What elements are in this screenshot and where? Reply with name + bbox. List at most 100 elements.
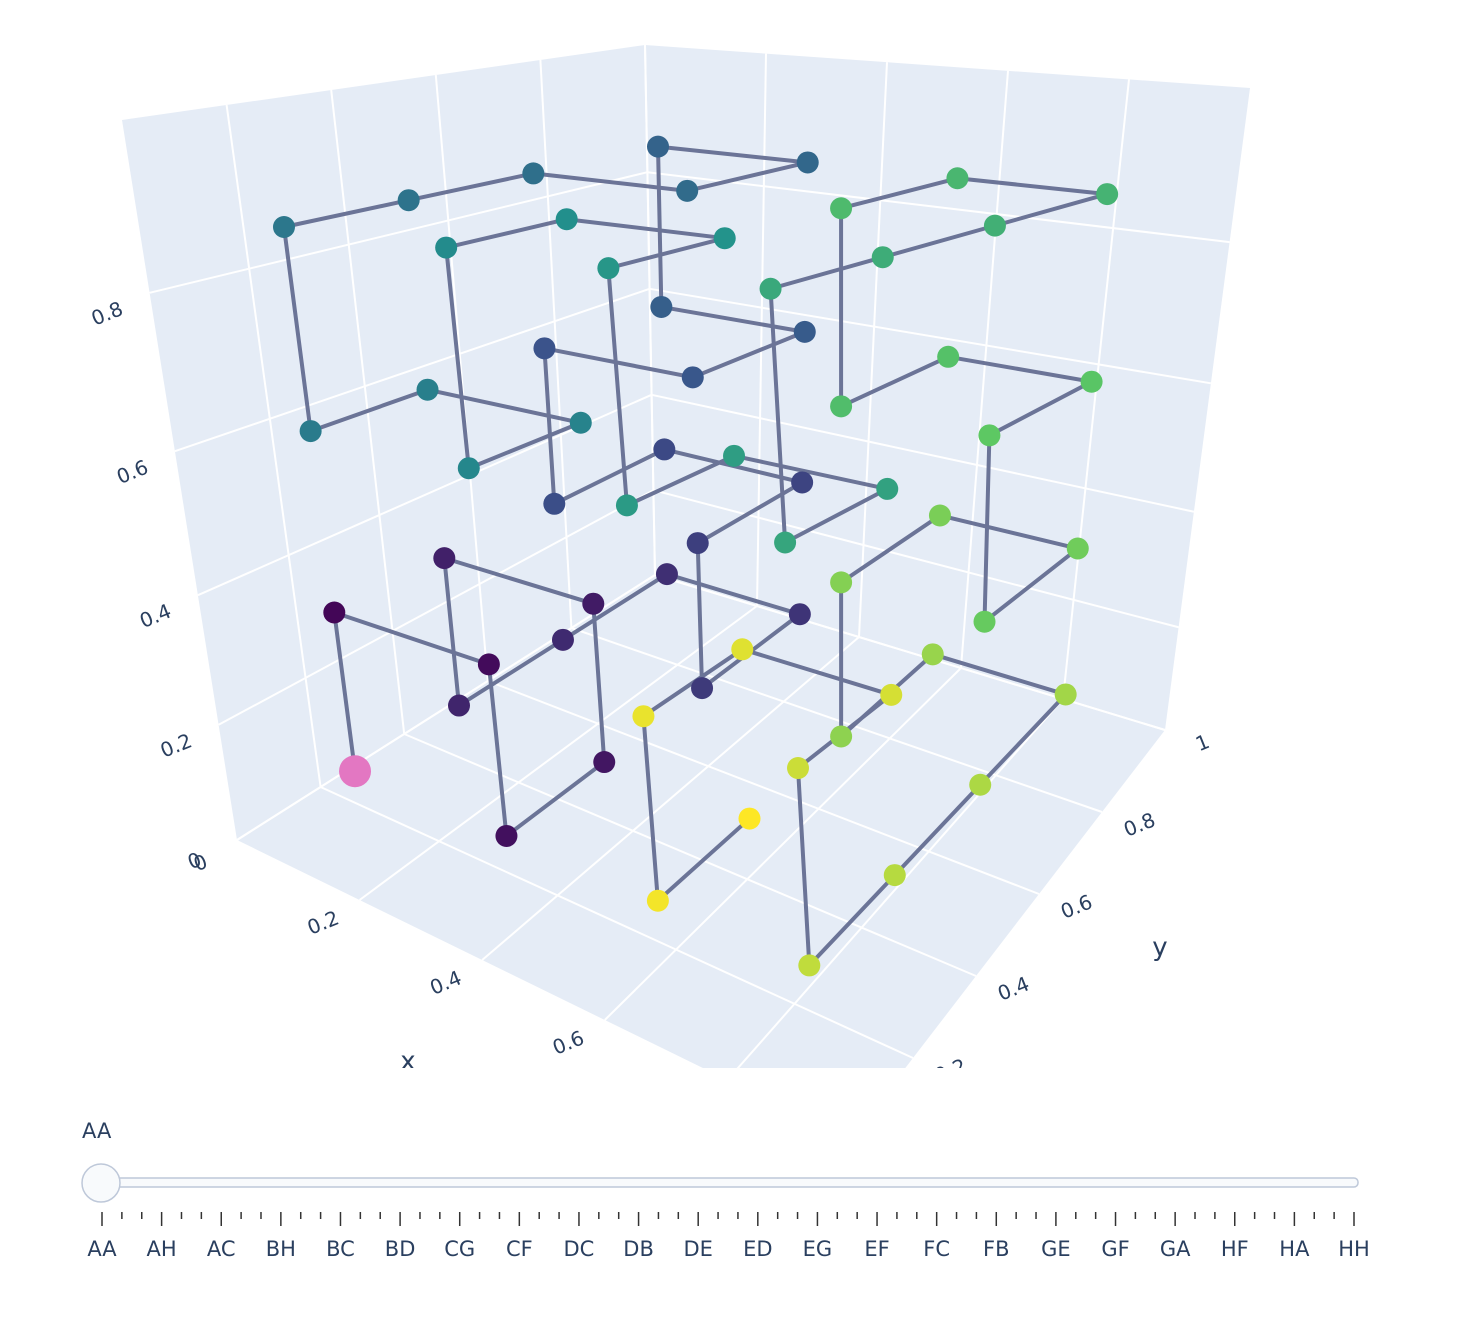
point bbox=[650, 295, 673, 318]
point bbox=[871, 246, 894, 269]
slider-step-label[interactable]: FC bbox=[923, 1237, 950, 1261]
slider-step-label[interactable]: EF bbox=[864, 1237, 889, 1261]
point bbox=[593, 751, 616, 774]
axis-wall bbox=[122, 45, 655, 840]
grid-line bbox=[236, 574, 656, 841]
point bbox=[416, 378, 439, 401]
point bbox=[1080, 370, 1103, 393]
grid-line bbox=[736, 698, 1064, 1068]
point bbox=[830, 571, 853, 594]
slider-step-label[interactable]: AH bbox=[147, 1237, 177, 1261]
slider-step-label[interactable]: HH bbox=[1338, 1237, 1370, 1261]
point bbox=[921, 643, 944, 666]
point bbox=[1096, 183, 1119, 206]
slider-step-label[interactable]: GA bbox=[1160, 1237, 1191, 1261]
scene: 00.20.40.60.80.20.40.60.8100.20.40.60.8x… bbox=[88, 44, 1250, 1120]
slider-step-label[interactable]: GE bbox=[1041, 1237, 1071, 1261]
point bbox=[691, 677, 714, 700]
x-tick-label: 0.4 bbox=[426, 966, 464, 1000]
x-tick-label: 0.2 bbox=[304, 906, 342, 940]
point bbox=[433, 547, 456, 570]
point bbox=[447, 694, 470, 717]
point bbox=[774, 531, 797, 554]
grid-line bbox=[359, 605, 758, 901]
point bbox=[738, 807, 761, 830]
point bbox=[796, 151, 819, 174]
slider-track[interactable] bbox=[99, 1177, 1359, 1188]
z-tick-label: 0.8 bbox=[88, 296, 126, 330]
point bbox=[597, 257, 620, 280]
point bbox=[533, 337, 556, 360]
grid-line bbox=[647, 171, 1230, 244]
y-tick-label: 0.8 bbox=[1120, 808, 1158, 842]
y-tick-label: 0.2 bbox=[931, 1054, 969, 1088]
z-tick-label: 0.6 bbox=[113, 455, 151, 489]
point bbox=[681, 366, 704, 389]
point bbox=[1066, 537, 1089, 560]
point bbox=[686, 532, 709, 555]
grid-line bbox=[604, 667, 962, 1021]
point bbox=[969, 773, 992, 796]
point bbox=[759, 277, 782, 300]
point bbox=[582, 592, 605, 615]
grid-line bbox=[756, 53, 767, 607]
grid-line bbox=[320, 786, 914, 1059]
point bbox=[713, 227, 736, 250]
slider-step-label[interactable]: BC bbox=[326, 1237, 355, 1261]
x-tick-label: 0.8 bbox=[672, 1086, 710, 1120]
grid-line bbox=[149, 171, 648, 294]
point bbox=[397, 189, 420, 212]
slider-step-label[interactable]: CF bbox=[506, 1237, 533, 1261]
current-point bbox=[339, 755, 372, 788]
slider-step-label[interactable]: ED bbox=[743, 1237, 772, 1261]
z-tick-label: 0.2 bbox=[157, 728, 195, 762]
grid-line bbox=[487, 680, 1040, 895]
point bbox=[551, 628, 574, 651]
slider-current-label: AA bbox=[82, 1119, 112, 1143]
point bbox=[937, 345, 960, 368]
point bbox=[477, 653, 500, 676]
slider-step-label[interactable]: DE bbox=[683, 1237, 712, 1261]
slider: AA AA AH AC BH BC BD CG CF DC DB DE ED EG EF FC FB GE GF G… bbox=[81, 1119, 1370, 1261]
slider-step-label[interactable]: CG bbox=[444, 1237, 475, 1261]
y-tick-label: 1 bbox=[1192, 729, 1213, 756]
point bbox=[787, 757, 810, 780]
point bbox=[798, 954, 821, 977]
slider-handle[interactable] bbox=[81, 1163, 121, 1203]
point bbox=[983, 214, 1006, 237]
slider-step-label[interactable]: BH bbox=[266, 1237, 296, 1261]
point bbox=[522, 162, 545, 185]
slider-step-label[interactable]: HA bbox=[1279, 1237, 1310, 1261]
point bbox=[1054, 683, 1077, 706]
slider-step-label[interactable]: AC bbox=[207, 1237, 236, 1261]
grid-line bbox=[571, 627, 1103, 813]
point bbox=[978, 424, 1001, 447]
grid-line bbox=[174, 287, 650, 453]
grid-line bbox=[651, 393, 1195, 513]
slider-step-label[interactable]: DC bbox=[564, 1237, 595, 1261]
grid-line bbox=[649, 287, 1212, 385]
slider-step-label[interactable]: EG bbox=[803, 1237, 833, 1261]
slider-step-label[interactable]: GF bbox=[1101, 1237, 1129, 1261]
point bbox=[543, 492, 566, 515]
grid-line bbox=[654, 574, 1166, 731]
slider-step-label[interactable]: FB bbox=[983, 1237, 1010, 1261]
point bbox=[655, 563, 678, 586]
point bbox=[569, 411, 592, 434]
slider-step-label[interactable]: BD bbox=[385, 1237, 416, 1261]
slider-step-label[interactable]: HF bbox=[1221, 1237, 1249, 1261]
point bbox=[973, 610, 996, 633]
slider-step-label[interactable]: DB bbox=[623, 1237, 654, 1261]
y-axis-title: y bbox=[1152, 933, 1167, 963]
point bbox=[830, 197, 853, 220]
grid-line bbox=[225, 104, 322, 788]
grid-line bbox=[539, 59, 573, 629]
point bbox=[876, 477, 899, 500]
grid-line bbox=[858, 62, 888, 638]
x-axis-title: x bbox=[400, 1047, 415, 1077]
point bbox=[928, 504, 951, 527]
slider-step-label[interactable]: AA bbox=[87, 1237, 117, 1261]
axis-wall bbox=[645, 45, 1250, 730]
z-tick-label: 0.4 bbox=[136, 599, 174, 633]
point bbox=[495, 824, 518, 847]
